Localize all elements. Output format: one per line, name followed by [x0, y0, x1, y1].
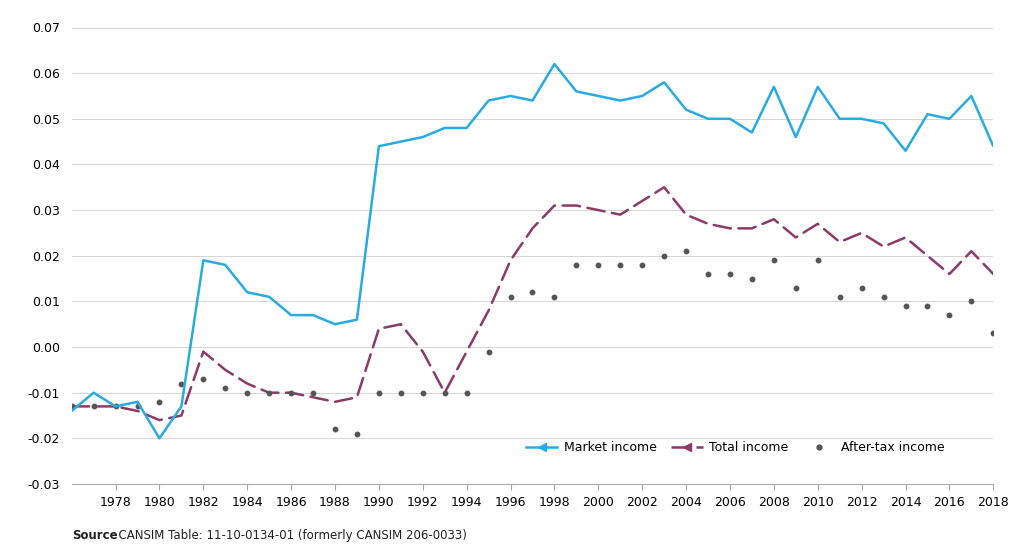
Text: CANSIM Table: 11-10-0134-01 (formerly CANSIM 206-0033): CANSIM Table: 11-10-0134-01 (formerly CA… [111, 529, 467, 542]
Text: Source: Source [72, 529, 118, 542]
Legend: Market income, Total income, After-tax income: Market income, Total income, After-tax i… [521, 437, 949, 459]
